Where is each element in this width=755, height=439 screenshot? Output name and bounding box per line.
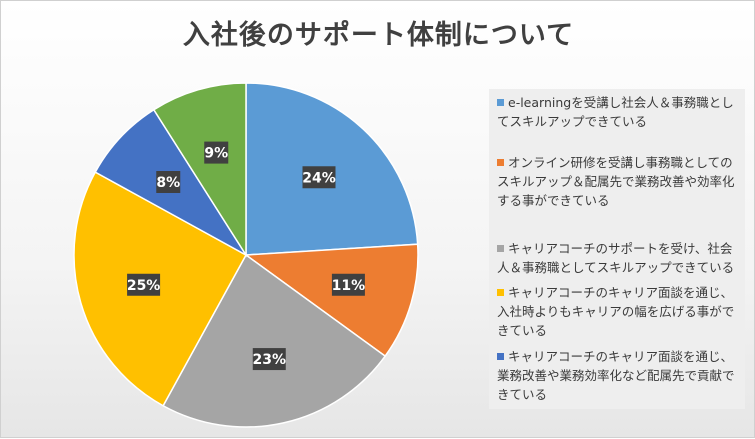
pie-slice-2	[243, 243, 419, 358]
data-label-box-1	[302, 166, 336, 189]
chart-title: 入社後のサポート体制について	[182, 20, 575, 51]
data-label-3: 23%	[252, 348, 287, 371]
data-label-text-2: 11%	[332, 278, 366, 294]
legend-label-3: キャリアコーチのサポートを受け、社会人＆事務職としてスキルアップできている	[497, 241, 735, 275]
data-label-box-3	[252, 348, 286, 371]
data-label-2: 11%	[331, 273, 366, 296]
legend-label-5: キャリアコーチのキャリア面談を通じ、業務改善や業務効率化など配属先で貢献できてい…	[497, 349, 735, 402]
legend-swatch-4	[497, 289, 504, 296]
legend-swatch-2	[497, 159, 504, 166]
legend-label-2: オンライン研修を受講し事務職としてのスキルアップ＆配属先で業務改善や効率化する事…	[497, 155, 735, 208]
legend-entry-2: オンライン研修を受講し事務職としてのスキルアップ＆配属先で業務改善や効率化する事…	[497, 153, 741, 210]
data-label-text-4: 25%	[127, 278, 161, 294]
data-label-text-5: 8%	[156, 175, 180, 191]
data-label-4: 25%	[127, 273, 161, 296]
legend-entry-5: キャリアコーチのキャリア面談を通じ、業務改善や業務効率化など配属先で貢献できてい…	[497, 347, 741, 404]
pie-slice-3	[162, 253, 387, 428]
legend-swatch-3	[497, 245, 504, 252]
legend-label-4: キャリアコーチのキャリア面談を通じ、入社時よりもキャリアの幅を広げる事ができてい…	[497, 285, 735, 338]
legend-entry-3: キャリアコーチのサポートを受け、社会人＆事務職としてスキルアップできている	[497, 239, 741, 277]
pie-slice-6	[152, 82, 247, 258]
data-label-6: 9%	[204, 141, 229, 164]
data-label-box-5	[156, 170, 181, 193]
legend: e-learningを受講し社会人＆事務職としてスキルアップできている オンライ…	[489, 89, 745, 409]
data-label-box-6	[204, 141, 229, 164]
data-label-box-2	[331, 273, 365, 296]
legend-swatch-5	[497, 353, 504, 360]
legend-label-1: e-learningを受講し社会人＆事務職としてスキルアップできている	[497, 95, 734, 129]
data-label-text-3: 23%	[253, 352, 287, 368]
data-label-5: 8%	[156, 170, 181, 193]
legend-entry-1: e-learningを受講し社会人＆事務職としてスキルアップできている	[497, 93, 741, 131]
data-label-text-6: 9%	[204, 146, 228, 162]
data-label-1: 24%	[302, 166, 336, 189]
data-label-box-4	[127, 273, 161, 296]
legend-swatch-1	[497, 99, 504, 106]
legend-entry-4: キャリアコーチのキャリア面談を通じ、入社時よりもキャリアの幅を広げる事ができてい…	[497, 283, 741, 340]
data-label-text-1: 24%	[302, 170, 336, 186]
